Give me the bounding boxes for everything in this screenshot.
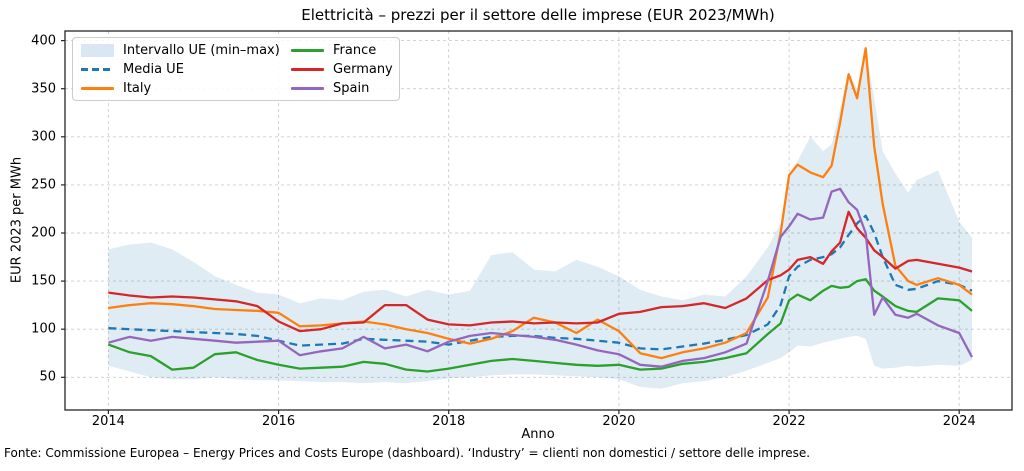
- y-axis-label: EUR 2023 per MWh: [9, 156, 25, 284]
- france-line-swatch-icon: [291, 48, 324, 52]
- legend-item-eu-avg: Media UE: [81, 60, 291, 78]
- y-tick-label: 300: [31, 129, 56, 145]
- italy-line-swatch-icon: [81, 86, 114, 90]
- legend-item-eu-band: Intervallo UE (min–max): [81, 41, 291, 59]
- y-tick-label: 200: [31, 225, 56, 241]
- x-tick-label: 2024: [942, 414, 976, 429]
- x-tick-label: 2014: [91, 414, 125, 429]
- legend-label: Germany: [333, 61, 393, 77]
- legend-column-2: France Germany Spain: [291, 41, 393, 97]
- x-axis-label: Anno: [521, 427, 555, 442]
- legend-column-1: Intervallo UE (min–max) Media UE Italy: [81, 41, 291, 97]
- legend-label: Intervallo UE (min–max): [123, 42, 280, 58]
- y-tick-label: 50: [39, 369, 56, 385]
- legend-item-italy: Italy: [81, 79, 291, 97]
- dashed-line-swatch-icon: [81, 67, 114, 71]
- x-tick-label: 2020: [602, 414, 636, 429]
- y-tick-label: 150: [31, 273, 56, 289]
- legend: Intervallo UE (min–max) Media UE Italy F…: [72, 37, 400, 101]
- y-tick-label: 350: [31, 81, 56, 97]
- x-tick-label: 2018: [432, 414, 466, 429]
- y-tick-label: 250: [31, 177, 56, 193]
- x-tick-label: 2016: [262, 414, 296, 429]
- spain-line-swatch-icon: [291, 86, 324, 90]
- germany-line-swatch-icon: [291, 67, 324, 71]
- legend-label: Italy: [123, 80, 152, 96]
- legend-item-germany: Germany: [291, 60, 393, 78]
- y-tick-label: 400: [31, 33, 56, 49]
- legend-label: Spain: [333, 80, 370, 96]
- chart-title: Elettricità – prezzi per il settore dell…: [301, 6, 775, 24]
- eu-band-swatch-icon: [81, 43, 114, 57]
- legend-label: France: [333, 42, 377, 58]
- source-note: Fonte: Commissione Europea – Energy Pric…: [4, 446, 811, 460]
- x-tick-label: 2022: [772, 414, 806, 429]
- legend-label: Media UE: [123, 61, 184, 77]
- y-tick-label: 100: [31, 321, 56, 337]
- legend-item-spain: Spain: [291, 79, 391, 97]
- legend-item-france: France: [291, 41, 391, 59]
